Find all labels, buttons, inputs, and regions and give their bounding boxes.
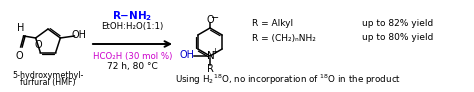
Text: 72 h, 80 °C: 72 h, 80 °C (107, 61, 158, 70)
Text: O: O (16, 51, 23, 61)
Text: R: R (207, 64, 213, 74)
Text: O: O (34, 40, 42, 50)
Text: R = (CH₂)ₙNH₂: R = (CH₂)ₙNH₂ (252, 33, 316, 43)
Text: OH: OH (180, 50, 194, 60)
Text: R$\mathbf{-}$NH$_\mathbf{2}$: R$\mathbf{-}$NH$_\mathbf{2}$ (112, 9, 153, 23)
Text: up to 80% yield: up to 80% yield (362, 33, 433, 43)
Text: EtOH:H₂O(1:1): EtOH:H₂O(1:1) (101, 22, 164, 31)
Text: R = Alkyl: R = Alkyl (252, 20, 293, 29)
Text: +: + (211, 47, 219, 56)
Text: HCO₂H (30 mol %): HCO₂H (30 mol %) (93, 52, 172, 61)
Text: OH: OH (72, 30, 87, 40)
Text: −: − (211, 13, 219, 23)
Text: O: O (206, 15, 214, 25)
Text: furfural (HMF): furfural (HMF) (20, 77, 76, 86)
Text: 5-hydroxymethyl-: 5-hydroxymethyl- (12, 70, 84, 79)
Text: H: H (17, 23, 24, 33)
Text: Using H$_2$$^{18}$O, no incorporation of $^{18}$O in the product: Using H$_2$$^{18}$O, no incorporation of… (175, 73, 401, 87)
Text: up to 82% yield: up to 82% yield (362, 20, 433, 29)
Text: N: N (207, 51, 215, 61)
